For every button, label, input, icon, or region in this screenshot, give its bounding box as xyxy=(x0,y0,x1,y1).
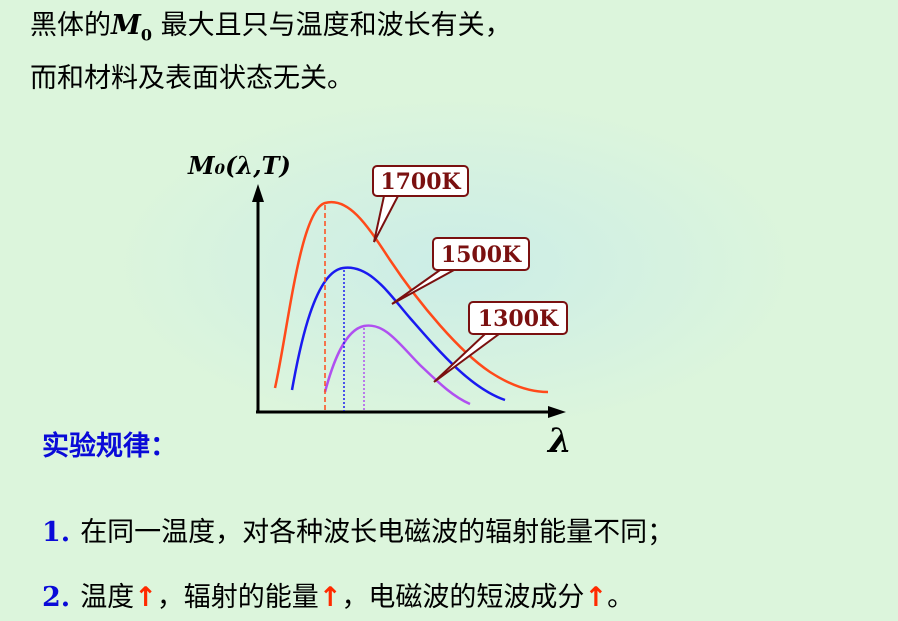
m-subscript: 0 xyxy=(140,25,153,45)
curve-1500k xyxy=(290,266,506,402)
label-box-1500k xyxy=(432,237,530,271)
callout-pointer-1300k xyxy=(433,333,503,383)
label-1700k: 1700K xyxy=(380,169,461,195)
rules-title: 实验规律： xyxy=(42,431,177,462)
rule-2-number: 2. xyxy=(42,582,71,613)
rule-1-number: 1. xyxy=(42,517,71,548)
callout-1500k: 1500K xyxy=(391,237,530,305)
rule-2-text-temperature: 温度 xyxy=(80,582,135,613)
callout-1700k: 1700K xyxy=(372,165,469,243)
x-axis-label: λ xyxy=(546,421,572,461)
up-arrow-icon: ↑ xyxy=(318,582,342,613)
axes xyxy=(252,184,566,418)
rule-2-text-end: 。 xyxy=(607,582,635,613)
y-axis-arrow-icon xyxy=(252,184,264,202)
label-box-1300k xyxy=(468,301,568,335)
intro-line-1: 黑体的M0 最大且只与温度和波长有关， xyxy=(30,4,512,57)
up-arrow-icon: ↑ xyxy=(584,582,608,613)
curve-1300k xyxy=(323,324,471,406)
label-box-1700k xyxy=(372,165,469,197)
rule-2: 2. 温度↑，辐射的能量↑，电磁波的短波成分↑。 xyxy=(42,575,634,614)
rule-2-text-shortwave: ，电磁波的短波成分 xyxy=(341,582,585,613)
callout-pointer-1700k xyxy=(373,195,400,243)
intro-text: 黑体的M0 最大且只与温度和波长有关， 而和材料及表面状态无关。 xyxy=(30,4,512,101)
label-1500k: 1500K xyxy=(441,242,522,268)
callout-1300k: 1300K xyxy=(433,301,568,383)
intro-prefix: 黑体的 xyxy=(30,10,111,41)
rule-1-text: 在同一温度，对各种波长电磁波的辐射能量不同； xyxy=(80,517,675,548)
up-arrow-icon: ↑ xyxy=(134,582,157,613)
label-1300k: 1300K xyxy=(478,306,559,332)
m0-symbol: M0 xyxy=(111,10,153,45)
m-letter: M xyxy=(111,10,141,41)
x-axis-arrow-icon xyxy=(548,406,566,418)
curve-1700k xyxy=(273,200,549,394)
rule-1: 1. 在同一温度，对各种波长电磁波的辐射能量不同； xyxy=(42,510,674,549)
intro-line-2: 而和材料及表面状态无关。 xyxy=(30,63,354,95)
y-axis-label: M₀(λ,T) xyxy=(187,151,291,180)
rule-2-text-energy: ，辐射的能量 xyxy=(156,582,319,613)
intro-suffix: 最大且只与温度和波长有关， xyxy=(152,10,512,41)
